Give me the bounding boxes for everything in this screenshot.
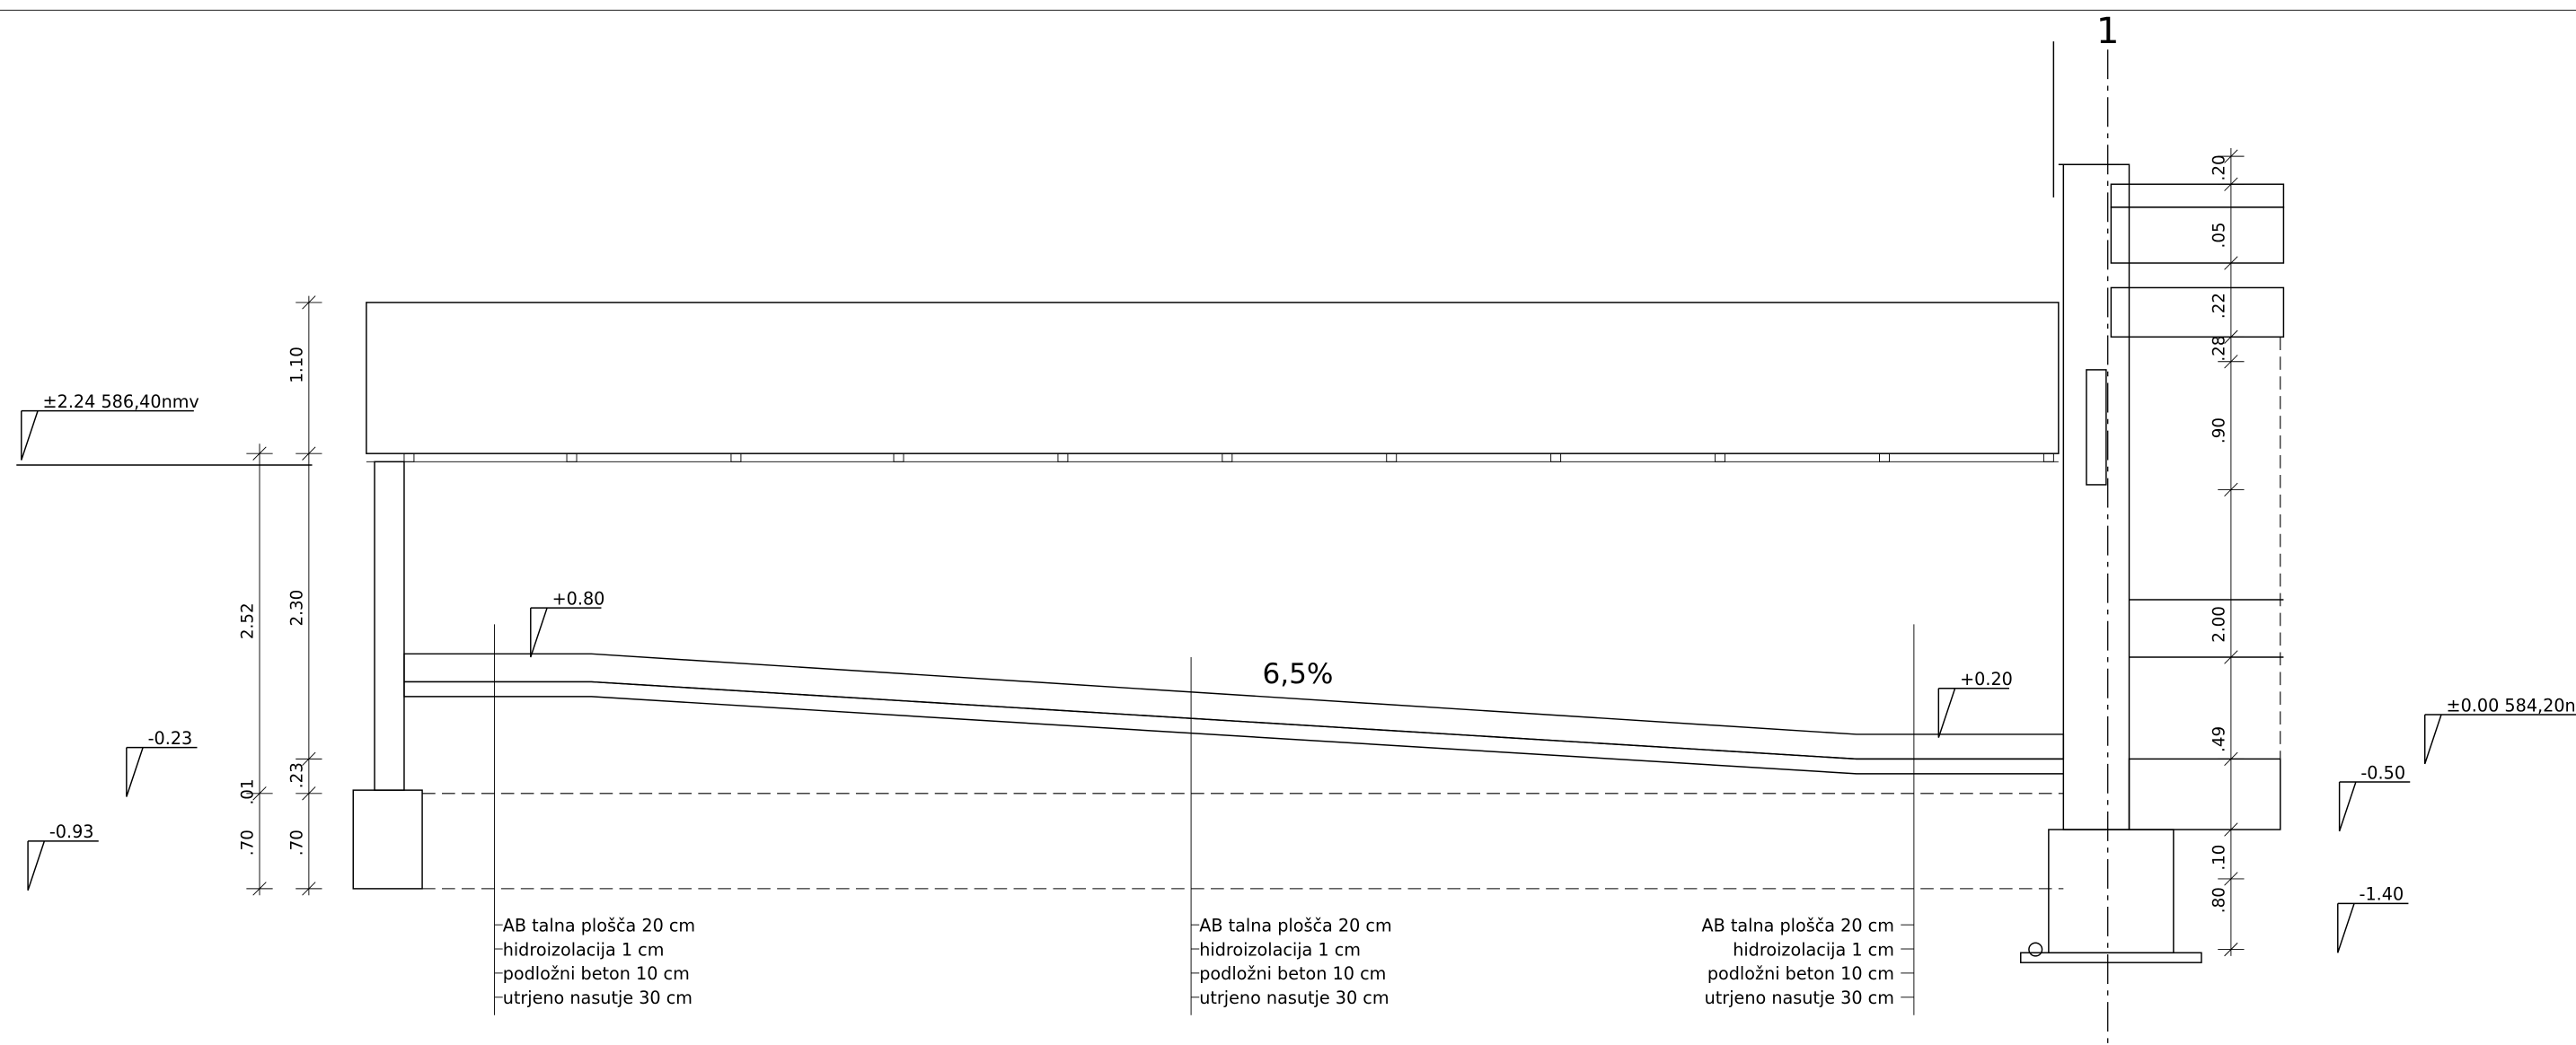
- layer-note: hidroizolacija 1 cm: [1199, 939, 1361, 960]
- dimension-label: .22: [2210, 293, 2229, 319]
- level-label: +0.80: [552, 588, 605, 609]
- level-label: -0.93: [49, 821, 94, 842]
- layer-note: AB talna plošča 20 cm: [503, 915, 695, 935]
- dimension-label: .20: [2210, 154, 2229, 180]
- dimension-label: .01: [239, 778, 258, 804]
- dim-tick: [296, 751, 322, 767]
- bracket: [1715, 452, 1725, 462]
- level-symbol: [1937, 688, 2009, 738]
- level-symbol: [2337, 902, 2409, 953]
- dimension-label: .10: [2210, 845, 2229, 871]
- slope-label: 6,5%: [1262, 658, 1333, 690]
- bracket: [1879, 452, 1890, 462]
- roof-slab: [2110, 286, 2285, 338]
- dim-tick: [296, 882, 322, 896]
- bracket: [566, 452, 578, 462]
- left-foundation: [352, 789, 423, 890]
- dim-tick: [2218, 149, 2245, 163]
- bracket: [1057, 452, 1069, 462]
- level-label: -0.23: [148, 728, 193, 749]
- dim-tick: [296, 446, 322, 461]
- layer-note: podložni beton 10 cm: [503, 963, 690, 984]
- parapet: [2052, 41, 2120, 198]
- floor-layers: [2128, 758, 2281, 830]
- sub-base: [403, 681, 2064, 775]
- level-label: ±0.00 584,20nmv: [2447, 695, 2576, 716]
- layer-note: utrjeno nasutje 30 cm: [1705, 988, 1894, 1008]
- dim-tick: [296, 786, 322, 801]
- dimension-label: 2.00: [2210, 606, 2229, 643]
- pergola-roof: [366, 302, 2060, 454]
- dimension-label: .70: [239, 830, 258, 856]
- dimension-label: .05: [2210, 222, 2229, 248]
- drain-pipe: [2028, 942, 2043, 957]
- bracket: [1386, 452, 1398, 462]
- left-column: [374, 461, 405, 791]
- dimension-label: .80: [2210, 887, 2229, 913]
- dim-tick: [296, 295, 322, 310]
- level-label: -1.40: [2360, 884, 2404, 905]
- level-symbol: [2338, 781, 2411, 832]
- level-label: ±2.24 586,40nmv: [43, 391, 199, 412]
- layer-note: utrjeno nasutje 30 cm: [1199, 988, 1389, 1008]
- dim-tick: [2218, 751, 2245, 767]
- right-foundation: [2048, 829, 2175, 953]
- bracket: [893, 452, 904, 462]
- dim-tick: [246, 446, 273, 461]
- dimension-label: .49: [2210, 726, 2229, 752]
- dim-tick: [2218, 355, 2245, 369]
- dimension-label: 2.52: [239, 602, 258, 639]
- layer-note: podložni beton 10 cm: [1707, 963, 1894, 984]
- layer-note: utrjeno nasutje 30 cm: [503, 988, 693, 1008]
- level-symbol: [530, 607, 602, 658]
- dim-tick: [2218, 650, 2245, 664]
- level-symbol: [27, 840, 99, 891]
- dimension-label: .28: [2210, 336, 2229, 362]
- level-symbol: [21, 409, 194, 461]
- dim-tick: [2218, 872, 2245, 886]
- layer-note: AB talna plošča 20 cm: [1701, 915, 1893, 935]
- roof-layer: [2110, 183, 2285, 208]
- waterproofing: [403, 681, 2064, 760]
- roof-insulation: [2110, 206, 2285, 264]
- ramp-slab: [403, 653, 2065, 760]
- layer-note: AB talna plošča 20 cm: [1199, 915, 1391, 935]
- window: [2086, 369, 2107, 486]
- bracket: [1222, 452, 1233, 462]
- right-wall: [2062, 163, 2130, 830]
- dim-tick: [246, 786, 273, 801]
- dimension-label: .23: [288, 762, 307, 788]
- bracket: [2042, 452, 2054, 462]
- dim-tick: [2218, 177, 2245, 191]
- dim-tick: [246, 882, 273, 896]
- railing: [2129, 599, 2284, 658]
- dimension-label: .70: [288, 830, 307, 856]
- level-symbol: [126, 746, 198, 797]
- bracket: [403, 452, 415, 462]
- dim-tick: [2218, 482, 2245, 497]
- footing-base: [2020, 952, 2202, 963]
- dim-tick: [2218, 822, 2245, 837]
- level-label: +0.20: [1960, 669, 2013, 689]
- dimension-label: .90: [2210, 417, 2229, 443]
- layer-note: podložni beton 10 cm: [1199, 963, 1386, 984]
- dimension-label: 1.10: [288, 347, 307, 383]
- bracket: [1550, 452, 1562, 462]
- dim-tick: [2218, 942, 2245, 957]
- bracket: [730, 452, 742, 462]
- axis-label: 1: [2096, 11, 2120, 52]
- dimension-label: 2.30: [288, 590, 307, 627]
- level-label: -0.50: [2360, 762, 2405, 783]
- layer-note: hidroizolacija 1 cm: [503, 939, 665, 960]
- layer-note: hidroizolacija 1 cm: [1733, 939, 1894, 960]
- dim-tick: [2218, 256, 2245, 270]
- level-symbol: [2423, 714, 2576, 765]
- dim-tick: [2218, 329, 2245, 344]
